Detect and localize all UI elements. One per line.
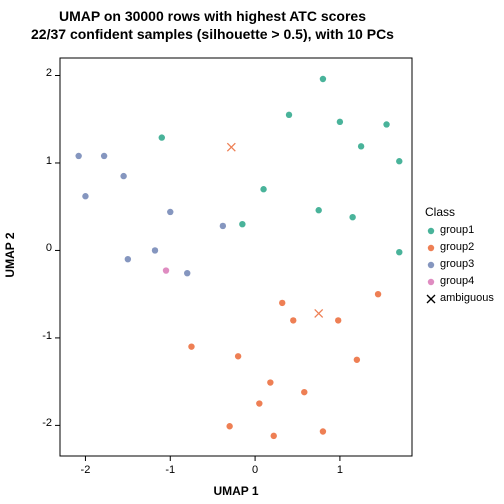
legend-item-group4: group4 <box>440 275 474 287</box>
data-point-group1 <box>239 221 245 227</box>
legend-swatch-group4 <box>428 279 434 285</box>
y-tick-label: 1 <box>22 155 52 167</box>
legend-item-group3: group3 <box>440 258 474 270</box>
data-point-group1 <box>286 112 292 118</box>
data-point-group3 <box>184 270 190 276</box>
legend-item-group2: group2 <box>440 241 474 253</box>
data-point-group2 <box>354 357 360 363</box>
data-point-group2 <box>290 317 296 323</box>
data-point-group3 <box>120 173 126 179</box>
data-point-group2 <box>271 433 277 439</box>
data-point-group2 <box>256 400 262 406</box>
x-axis-label: UMAP 1 <box>60 484 412 498</box>
data-point-group2 <box>226 423 232 429</box>
data-point-group2 <box>320 428 326 434</box>
plot-border <box>60 58 412 456</box>
x-tick-label: 0 <box>235 464 275 476</box>
data-point-group2 <box>235 353 241 359</box>
data-point-group3 <box>75 153 81 159</box>
data-point-ambiguous <box>227 143 235 151</box>
data-point-group1 <box>159 134 165 140</box>
data-point-group1 <box>383 121 389 127</box>
data-point-group3 <box>82 193 88 199</box>
data-point-group3 <box>220 223 226 229</box>
y-tick-label: 0 <box>22 242 52 254</box>
data-point-group1 <box>320 76 326 82</box>
legend-item-group1: group1 <box>440 224 474 236</box>
y-tick-label: -2 <box>22 417 52 429</box>
data-point-ambiguous <box>315 309 323 317</box>
data-point-group2 <box>375 291 381 297</box>
y-tick-label: 2 <box>22 67 52 79</box>
scatter-plot <box>0 0 504 504</box>
data-point-group1 <box>337 119 343 125</box>
legend-swatch-group3 <box>428 262 434 268</box>
legend-title: Class <box>425 205 455 219</box>
data-point-group3 <box>167 209 173 215</box>
y-tick-label: -1 <box>22 330 52 342</box>
data-point-group2 <box>188 343 194 349</box>
legend-swatch-group2 <box>428 245 434 251</box>
data-point-group4 <box>163 267 169 273</box>
data-point-group2 <box>335 317 341 323</box>
data-point-group1 <box>358 143 364 149</box>
x-tick-label: -2 <box>65 464 105 476</box>
data-point-group2 <box>301 389 307 395</box>
data-point-group2 <box>267 379 273 385</box>
data-point-group1 <box>349 214 355 220</box>
data-point-group2 <box>279 300 285 306</box>
x-tick-label: -1 <box>150 464 190 476</box>
data-point-group1 <box>396 249 402 255</box>
x-tick-label: 1 <box>320 464 360 476</box>
data-point-group1 <box>260 186 266 192</box>
data-point-group1 <box>315 207 321 213</box>
data-point-group3 <box>125 256 131 262</box>
legend-item-ambiguous: ambiguous <box>440 292 494 304</box>
data-point-group3 <box>152 247 158 253</box>
legend-swatch-group1 <box>428 228 434 234</box>
data-point-group3 <box>101 153 107 159</box>
data-point-group1 <box>396 158 402 164</box>
y-axis-label: UMAP 2 <box>3 205 17 305</box>
